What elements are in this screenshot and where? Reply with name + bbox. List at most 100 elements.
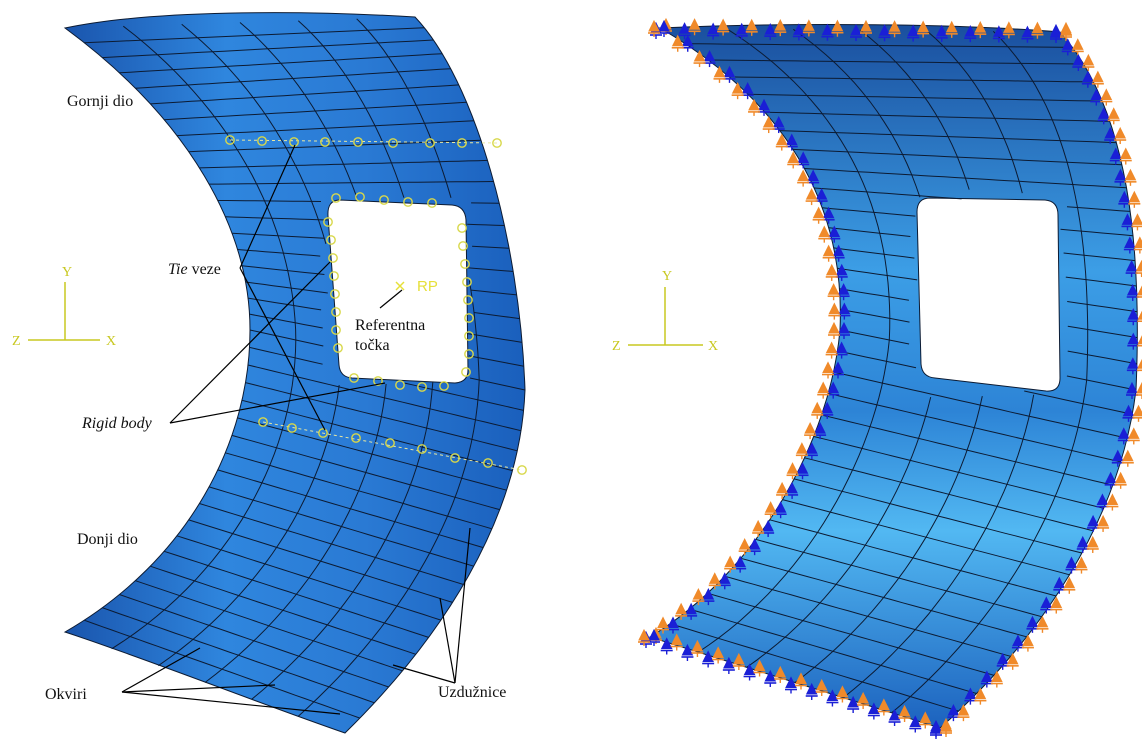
boundary-condition-marker xyxy=(1082,53,1095,72)
boundary-condition-marker xyxy=(1036,615,1049,633)
boundary-condition-marker xyxy=(745,18,758,36)
boundary-condition-marker xyxy=(1097,514,1110,532)
boundary-condition-marker xyxy=(1086,535,1099,553)
tie-line xyxy=(262,421,523,471)
boundary-condition-marker xyxy=(805,682,818,700)
boundary-condition-marker xyxy=(738,538,751,556)
boundary-condition-marker xyxy=(670,633,683,651)
boundary-condition-marker xyxy=(776,481,789,499)
tie-marker xyxy=(330,289,340,299)
tie-marker xyxy=(464,331,474,341)
boundary-condition-marker xyxy=(1124,168,1137,186)
boundary-condition-marker xyxy=(732,652,745,670)
boundary-condition-marker xyxy=(743,663,756,681)
boundary-condition-marker xyxy=(685,602,698,620)
tie-marker xyxy=(320,137,330,147)
tie-marker xyxy=(439,381,449,391)
boundary-condition-marker xyxy=(1127,427,1140,445)
boundary-condition-marker xyxy=(1021,25,1034,43)
boundary-condition-marker xyxy=(826,689,839,707)
left-leader-lines xyxy=(121,144,471,715)
boundary-condition-marker xyxy=(1021,634,1034,652)
tie-marker xyxy=(417,382,427,392)
mesh-line xyxy=(840,308,1137,365)
boundary-condition-marker xyxy=(836,685,849,703)
boundary-condition-marker xyxy=(795,442,808,460)
boundary-condition-marker xyxy=(688,18,701,36)
boundary-condition-marker xyxy=(888,20,901,38)
boundary-condition-marker xyxy=(671,34,684,52)
tie-marker xyxy=(326,235,336,245)
boundary-condition-marker xyxy=(1131,213,1142,231)
lower-part-label: Donji dio xyxy=(77,531,138,548)
reference-point-label-line1: Referentna xyxy=(355,317,425,334)
mesh-line xyxy=(217,200,500,204)
right-panel xyxy=(638,17,1142,739)
boundary-condition-marker xyxy=(867,702,880,720)
boundary-condition-marker xyxy=(1114,471,1127,489)
boundary-condition-marker xyxy=(675,602,688,620)
boundary-condition-marker xyxy=(1060,23,1072,41)
upper-part-label: Gornji dio xyxy=(67,93,133,110)
boundary-condition-marker xyxy=(722,656,735,674)
boundary-condition-marker xyxy=(805,187,818,206)
tie-marker xyxy=(328,253,338,263)
tie-marker xyxy=(379,195,389,205)
boundary-condition-marker xyxy=(713,65,726,83)
boundary-condition-marker xyxy=(775,133,788,151)
boundary-condition-marker xyxy=(638,628,650,646)
boundary-condition-marker xyxy=(825,263,838,281)
boundary-condition-marker xyxy=(692,587,705,606)
boundary-condition-marker xyxy=(693,49,706,68)
mesh-line xyxy=(833,247,1137,287)
boundary-condition-marker xyxy=(909,715,922,733)
boundary-condition-marker xyxy=(940,719,952,737)
boundary-condition-marker xyxy=(691,639,704,657)
tie-marker xyxy=(492,138,502,148)
reference-point-label-line2: točka xyxy=(355,337,390,354)
boundary-condition-marker xyxy=(764,23,777,41)
boundary-condition-marker xyxy=(945,20,958,38)
right-panel-surface xyxy=(648,24,1138,729)
boundary-condition-marker xyxy=(828,225,841,243)
boundary-condition-marker xyxy=(1133,236,1142,254)
boundary-condition-marker xyxy=(831,19,844,37)
boundary-condition-marker xyxy=(957,704,970,722)
tie-marker xyxy=(373,376,383,386)
boundary-condition-marker xyxy=(802,19,815,37)
boundary-condition-marker xyxy=(1128,190,1141,208)
left-tie-markers xyxy=(225,135,527,475)
tie-marker xyxy=(483,458,493,468)
tie-marker xyxy=(388,138,398,148)
boundary-condition-marker xyxy=(1125,259,1138,278)
left-panel-mesh xyxy=(84,18,526,719)
boundary-condition-marker xyxy=(1100,88,1113,106)
tie-marker xyxy=(461,367,471,377)
mesh-line xyxy=(111,25,297,650)
boundary-condition-marker xyxy=(681,643,694,661)
tie-rest: veze xyxy=(188,261,221,278)
mesh-line xyxy=(837,350,1133,415)
boundary-condition-marker xyxy=(811,401,824,419)
mesh-line xyxy=(225,216,505,226)
boundary-condition-marker xyxy=(660,637,673,655)
boundary-condition-marker xyxy=(1031,21,1044,39)
tie-marker xyxy=(225,135,235,145)
boundary-condition-marker xyxy=(1006,652,1019,670)
boundary-condition-marker xyxy=(822,361,835,379)
boundary-condition-marker xyxy=(708,572,721,590)
boundary-condition-marker xyxy=(753,659,766,677)
boundary-condition-marker xyxy=(1135,259,1142,278)
left-z-axis-label: Z xyxy=(12,334,21,349)
tie-marker xyxy=(457,138,467,148)
boundary-condition-marker xyxy=(774,19,787,37)
boundary-condition-marker xyxy=(877,698,890,716)
boundary-condition-marker xyxy=(656,616,669,634)
boundary-condition-marker xyxy=(717,18,730,36)
mesh-line xyxy=(698,28,891,653)
boundary-condition-marker xyxy=(1137,310,1142,323)
boundary-condition-marker xyxy=(1111,449,1124,467)
boundary-condition-marker xyxy=(847,695,860,713)
